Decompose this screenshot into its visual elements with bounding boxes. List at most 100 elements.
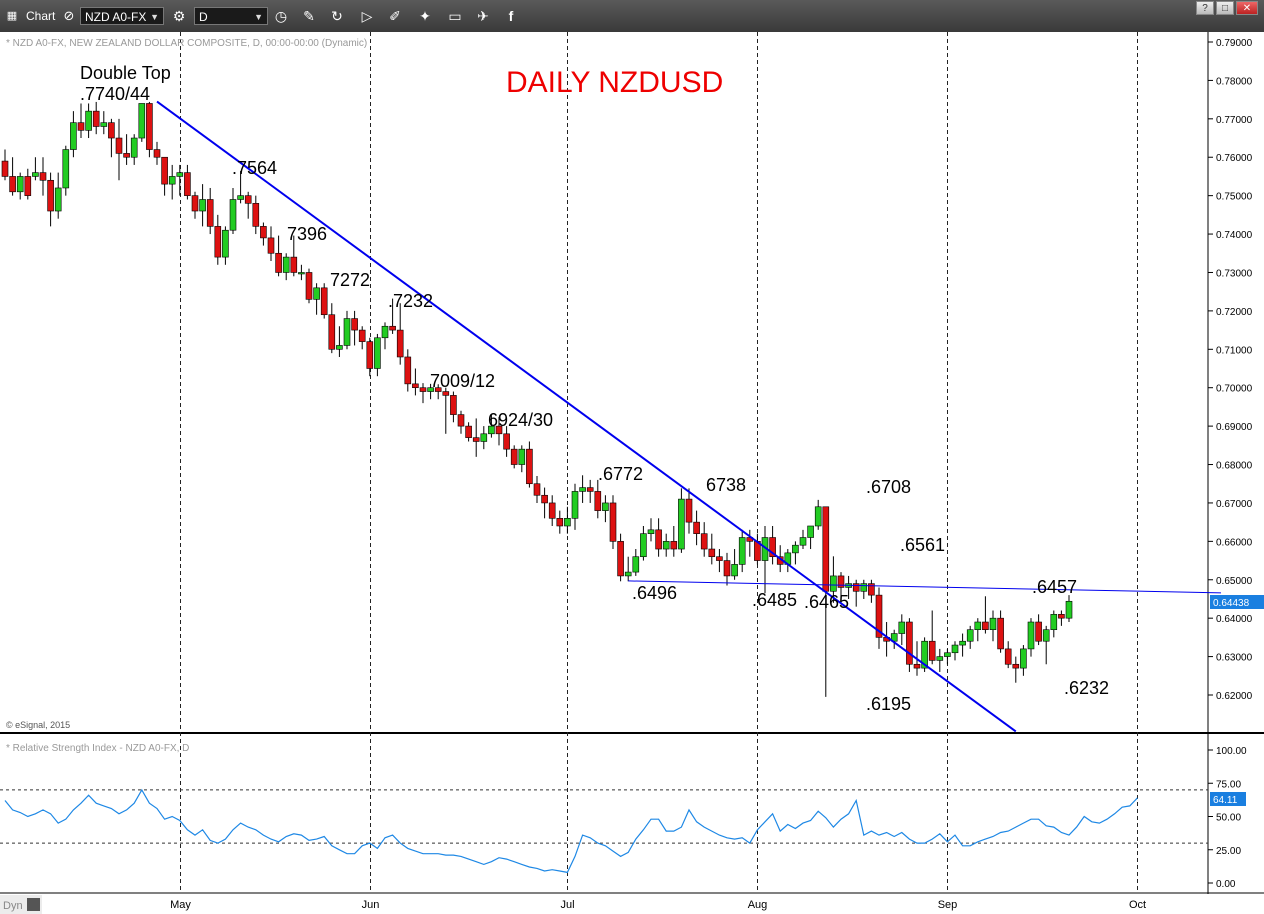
rsi-tick-label: 25.00 — [1216, 846, 1241, 857]
candle-down — [510, 448, 518, 465]
draw-icon[interactable]: ✐ — [389, 8, 401, 24]
candle-down — [670, 541, 678, 550]
candlestick-series — [1, 101, 1073, 697]
price-tick-label: 0.66000 — [1216, 537, 1253, 548]
symbol-input[interactable]: NZD A0-FX ▼ — [80, 7, 164, 25]
price-tick-label: 0.70000 — [1216, 384, 1253, 395]
facebook-icon[interactable]: f — [508, 8, 514, 24]
price-tick-label: 0.76000 — [1216, 153, 1253, 164]
candle-down — [214, 226, 222, 258]
rsi-series — [4, 788, 1138, 874]
copyright-label: © eSignal, 2015 — [6, 720, 70, 730]
last-price-value: 0.64438 — [1213, 598, 1250, 609]
play-icon[interactable]: ▷ — [361, 8, 373, 24]
chevron-down-icon: ▼ — [150, 12, 159, 22]
candle-down — [275, 252, 282, 273]
candle-down — [320, 287, 328, 316]
candle-down — [92, 110, 100, 127]
rsi-axis: 100.00 75.00 50.00 25.00 0.00 — [0, 746, 1247, 890]
candle-up — [564, 518, 571, 527]
pencil-icon[interactable]: ✎ — [303, 8, 315, 24]
price-tick-label: 0.78000 — [1216, 76, 1253, 87]
price-tick-label: 0.65000 — [1216, 576, 1253, 587]
candle-down — [115, 137, 123, 154]
candle-up — [343, 318, 351, 346]
candle-up — [951, 644, 959, 654]
candle-up — [830, 575, 837, 592]
candle-up — [237, 195, 244, 200]
candle-down — [1058, 614, 1065, 619]
tools-icon[interactable]: ✦ — [419, 8, 431, 24]
refresh-icon[interactable]: ↻ — [331, 8, 343, 24]
price-annotation: .7564 — [232, 158, 277, 178]
price-annotation: .6465 — [804, 592, 849, 612]
candle-up — [860, 583, 868, 592]
trendlines — [156, 100, 1222, 733]
candle-down — [39, 172, 47, 181]
rsi-value-badge: 64.11 — [1210, 792, 1246, 806]
last-price-badge: 0.64438 — [1210, 595, 1264, 609]
candle-down — [123, 153, 130, 158]
candle-down — [244, 195, 252, 204]
grid-icon[interactable]: ▦ — [6, 10, 18, 22]
candle-down — [495, 425, 503, 435]
candle-down — [396, 329, 404, 358]
candle-up — [731, 564, 738, 577]
candle-up — [792, 544, 799, 554]
comment-icon[interactable]: ▭ — [448, 8, 462, 24]
price-annotation: 7396 — [287, 224, 327, 244]
candle-up — [989, 617, 997, 630]
candle-up — [1020, 648, 1027, 669]
clock-icon[interactable]: ◷ — [274, 8, 288, 24]
candle-down — [404, 356, 412, 385]
chart-background — [0, 32, 1264, 914]
candle-up — [168, 176, 176, 185]
time-axis: May Jun Jul Aug Sep Oct — [170, 899, 1146, 911]
candle-down — [716, 556, 723, 561]
price-annotation: .6708 — [866, 477, 911, 497]
price-annotation: .6195 — [866, 694, 911, 714]
candle-down — [153, 149, 161, 158]
candle-down — [700, 533, 708, 550]
candle-up — [921, 640, 928, 669]
price-tick-label: 0.69000 — [1216, 422, 1253, 433]
price-annotation: 7009/12 — [430, 371, 495, 391]
settings-icon[interactable]: ⚙ — [172, 8, 186, 24]
candle-up — [640, 533, 647, 558]
candle-up — [966, 629, 974, 642]
interval-value: D — [199, 10, 208, 24]
twitter-icon[interactable]: ✈ — [477, 8, 489, 24]
chart-area: 0.79000 0.78000 0.77000 0.76000 0.75000 0.740… — [0, 32, 1264, 914]
candle-up — [1042, 629, 1050, 642]
app-label: Chart — [26, 9, 56, 23]
link-icon[interactable]: ⊘ — [63, 8, 75, 23]
candle-up — [632, 556, 640, 573]
candle-down — [526, 448, 533, 485]
candle-down — [617, 541, 624, 577]
candle-down — [906, 621, 913, 665]
candle-down — [206, 199, 214, 227]
dyn-button[interactable]: Dyn — [0, 895, 42, 914]
close-button[interactable]: ✕ — [1236, 1, 1258, 15]
trendline-downtrend — [156, 100, 1017, 733]
candle-down — [161, 156, 168, 185]
month-tick-label: Jul — [560, 899, 574, 911]
maximize-button[interactable]: □ — [1216, 1, 1234, 15]
candle-down — [541, 494, 548, 504]
candle-up — [100, 122, 108, 127]
price-tick-label: 0.77000 — [1216, 115, 1253, 126]
help-button[interactable]: ? — [1196, 1, 1214, 15]
month-tick-label: Aug — [748, 899, 768, 911]
candle-down — [290, 256, 298, 273]
candle-up — [54, 187, 62, 212]
candle-down — [928, 640, 936, 661]
candle-down — [305, 272, 313, 300]
candle-up — [678, 498, 685, 550]
candle-up — [298, 272, 305, 275]
price-annotation: 6924/30 — [488, 410, 553, 430]
interval-select[interactable]: D ▼ — [194, 7, 268, 25]
symbol-value: NZD A0-FX — [85, 10, 147, 24]
candle-down — [24, 176, 32, 196]
price-annotation: .7232 — [388, 291, 433, 311]
candle-down — [822, 506, 830, 592]
